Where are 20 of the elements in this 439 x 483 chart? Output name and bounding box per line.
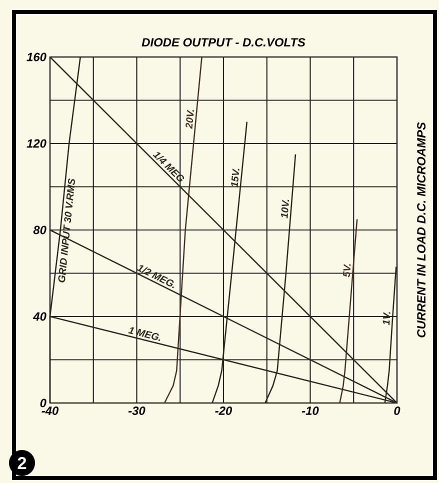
x-tick-label: -40 (42, 406, 59, 415)
y-axis-title: CURRENT IN LOAD D.C. MICROAMPS (417, 122, 426, 338)
text: 1V. (382, 312, 390, 326)
y-tick-label: 160 (26, 52, 46, 62)
text: 2 (18, 456, 26, 470)
text: 10V. (281, 200, 290, 218)
x-tick-label: -10 (302, 406, 319, 415)
x-tick-label: -30 (128, 406, 146, 415)
chart-title: DIODE OUTPUT - D.C.VOLTS (142, 38, 306, 47)
y-tick-label: 120 (26, 139, 46, 148)
x-tick-label: -20 (215, 406, 232, 415)
text: 5V. (342, 264, 351, 278)
text: 15V. (231, 168, 240, 188)
y-tick-label: 40 (32, 312, 46, 321)
y-tick-label: 0 (40, 398, 46, 408)
text: GRID INPUT 30 V.RMS (58, 178, 75, 282)
y-tick-label: 80 (33, 226, 46, 234)
x-tick-label: 0 (394, 406, 400, 415)
text: 1 MEG. (128, 327, 160, 342)
text: 20V. (186, 110, 194, 129)
